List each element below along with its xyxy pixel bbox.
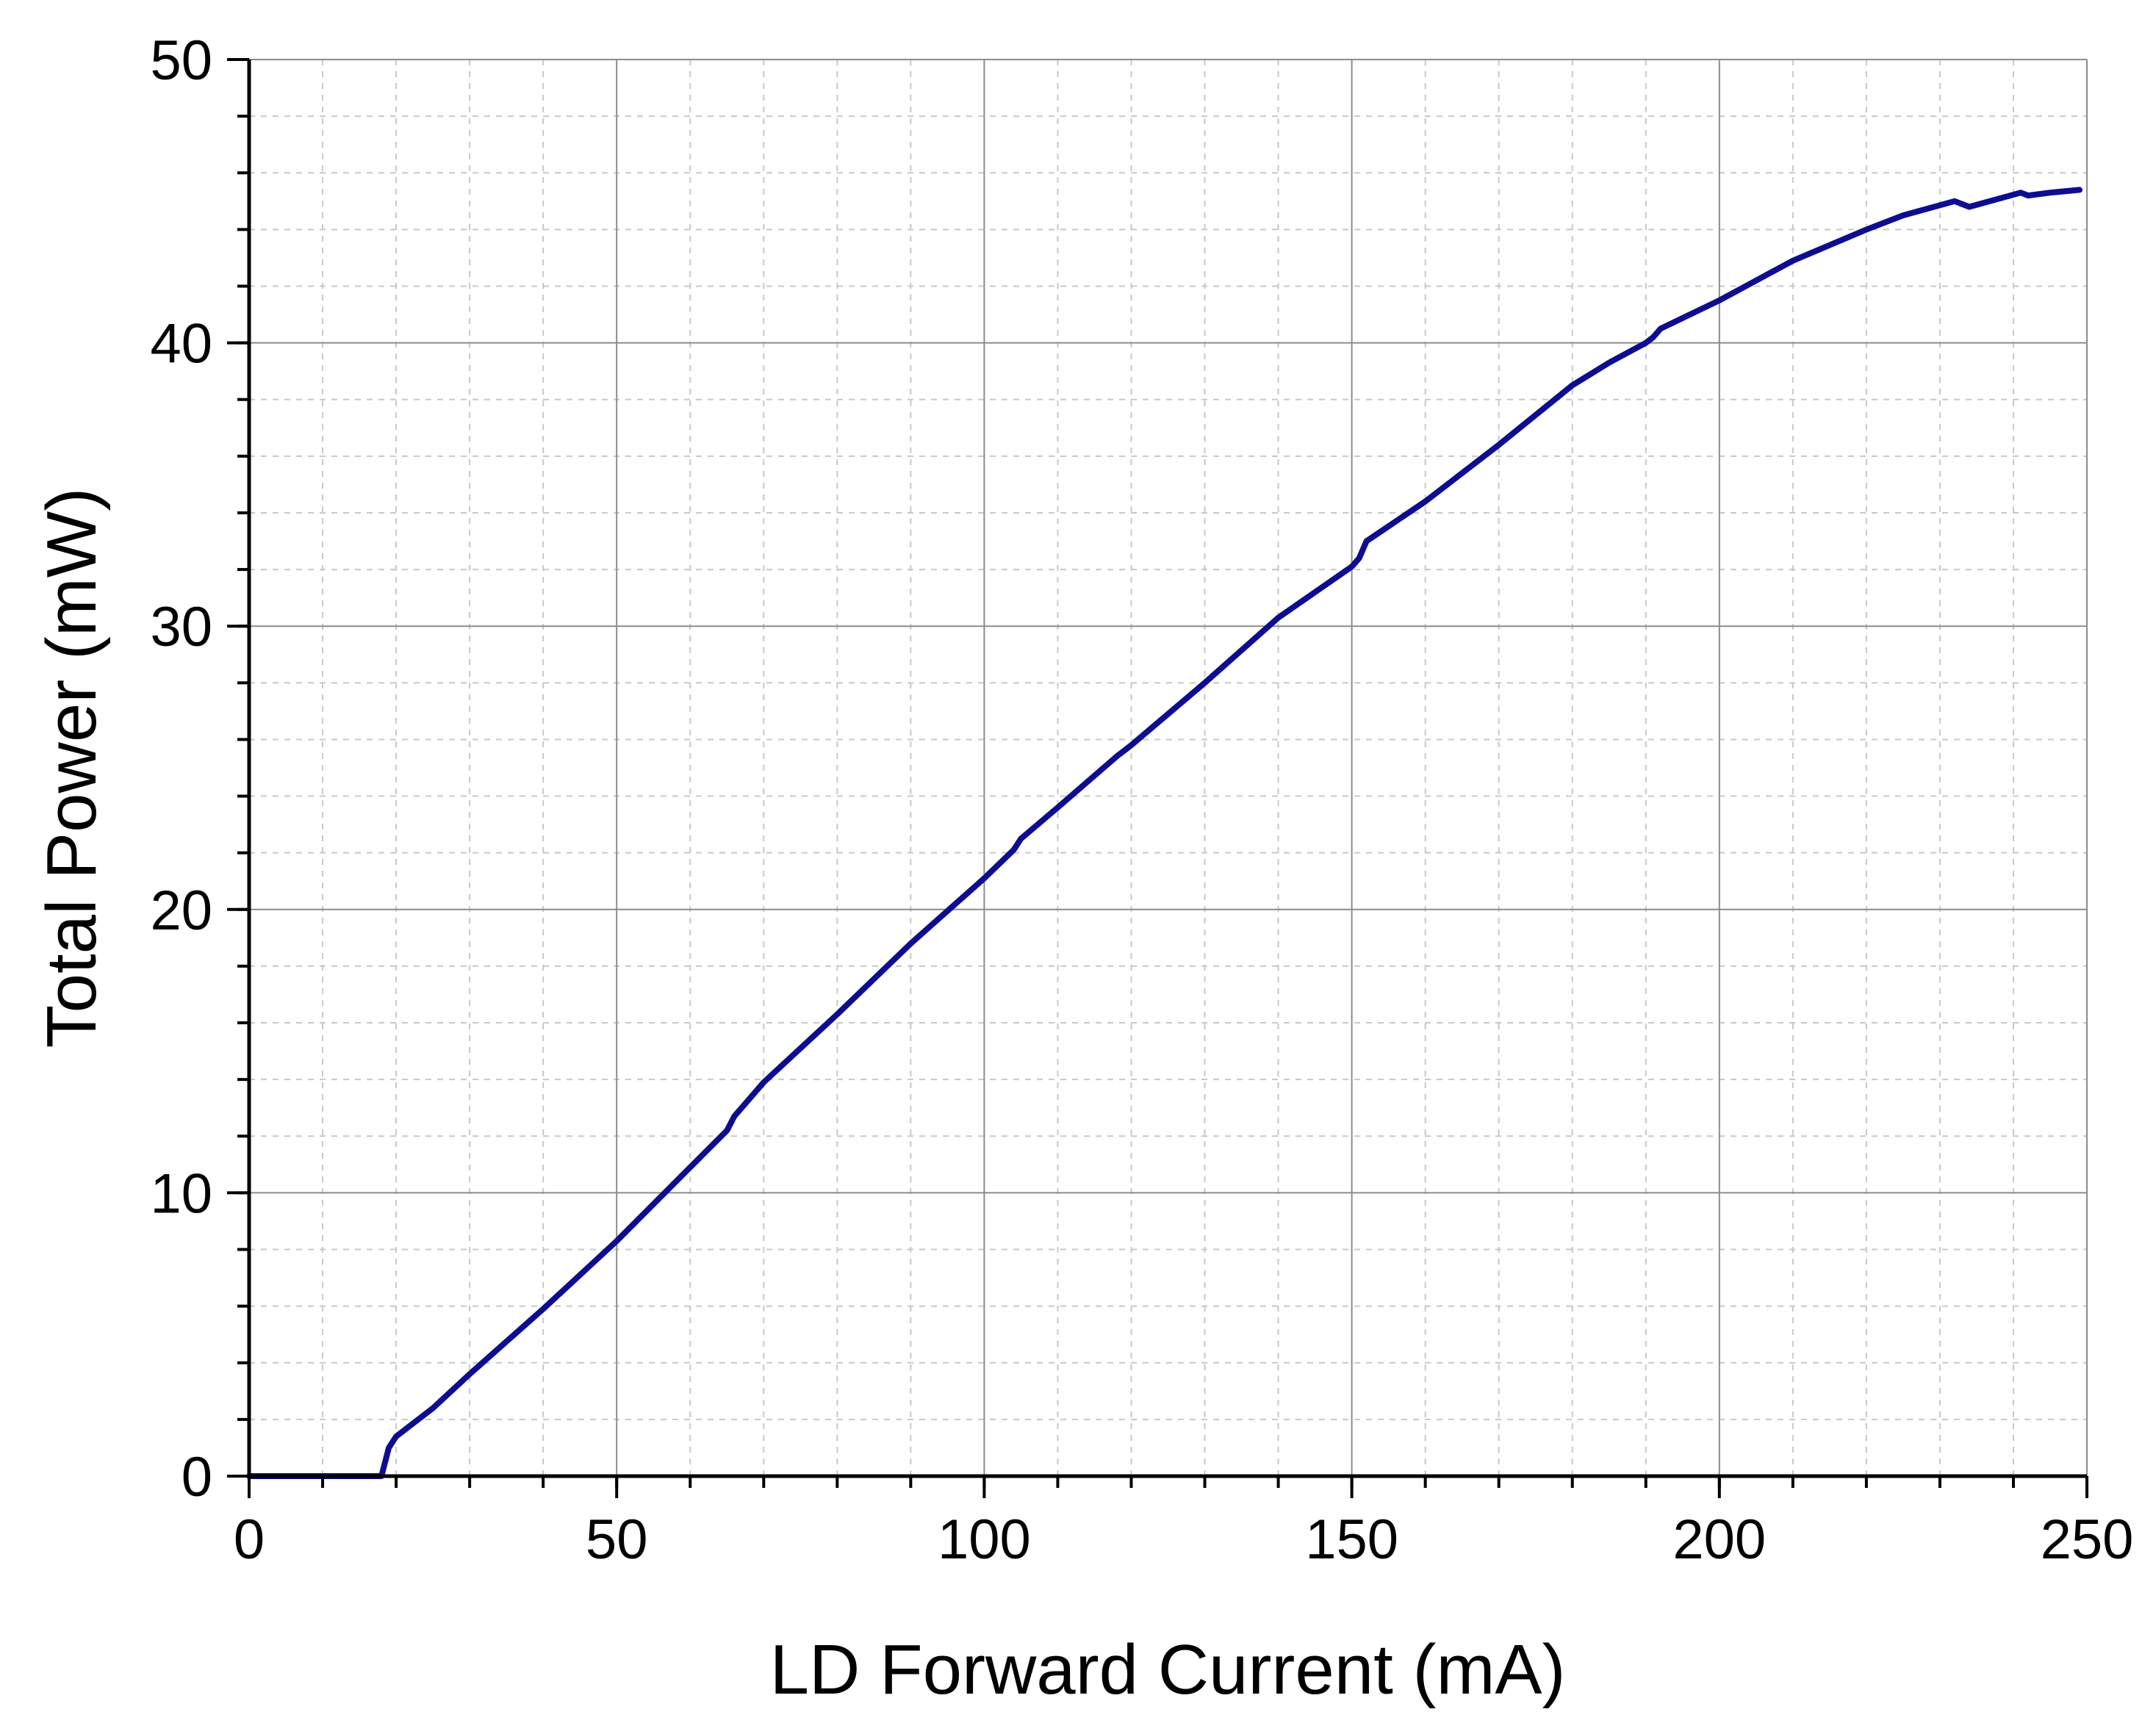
y-axis-title: Total Power (mW): [32, 488, 111, 1048]
y-tick-label: 50: [150, 29, 212, 92]
series-line-total-power: [246, 187, 2083, 1479]
x-tick-label: 250: [2041, 1508, 2134, 1571]
series-layer: [246, 187, 2083, 1479]
x-tick-label: 150: [1305, 1508, 1398, 1571]
y-tick-label: 30: [150, 596, 212, 658]
grid: [249, 59, 2088, 1476]
tick-labels: 0 50 100 150 200 250 0 10 20 30 40 50: [150, 29, 2133, 1571]
y-tick-label: 40: [150, 313, 212, 375]
y-tick-label: 10: [150, 1162, 212, 1225]
x-axis-title: LD Forward Current (mA): [770, 1630, 1566, 1709]
x-tick-label: 200: [1672, 1508, 1766, 1571]
x-tick-label: 50: [586, 1508, 648, 1571]
x-tick-label: 100: [938, 1508, 1031, 1571]
axes: [227, 58, 2088, 1498]
x-tick-label: 0: [234, 1508, 265, 1571]
y-tick-label: 20: [150, 880, 212, 942]
y-tick-label: 0: [182, 1446, 212, 1508]
